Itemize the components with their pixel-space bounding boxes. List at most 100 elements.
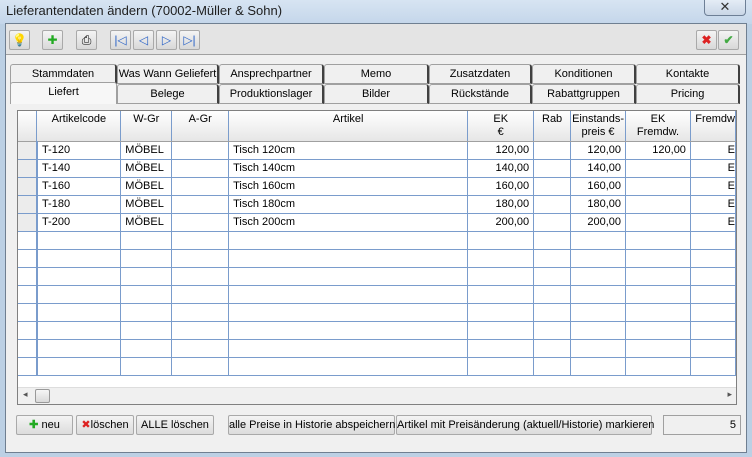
- table-cell[interactable]: [228, 249, 469, 268]
- table-row[interactable]: [18, 285, 736, 304]
- table-row[interactable]: [18, 357, 736, 376]
- confirm-icon[interactable]: ✔: [718, 30, 739, 50]
- table-cell[interactable]: [36, 339, 122, 358]
- table-cell[interactable]: T-180: [36, 195, 122, 214]
- table-cell[interactable]: [690, 285, 736, 304]
- table-cell[interactable]: 120,00: [570, 141, 627, 160]
- table-row[interactable]: T-180 MÖBEL Tisch 180cm 180,00 180,00 E: [18, 195, 736, 214]
- column-header[interactable]: W-Gr: [120, 111, 173, 142]
- table-cell[interactable]: [625, 321, 691, 340]
- table-cell[interactable]: [625, 303, 691, 322]
- table-row[interactable]: T-200 MÖBEL Tisch 200cm 200,00 200,00 E: [18, 213, 736, 232]
- table-cell[interactable]: Tisch 140cm: [228, 159, 469, 178]
- table-cell[interactable]: [171, 357, 230, 376]
- row-selector[interactable]: [18, 231, 38, 250]
- new-document-icon[interactable]: ✚: [42, 30, 63, 50]
- table-cell[interactable]: T-140: [36, 159, 122, 178]
- table-row[interactable]: [18, 303, 736, 322]
- table-cell[interactable]: [228, 321, 469, 340]
- table-cell[interactable]: [228, 285, 469, 304]
- table-cell[interactable]: Tisch 180cm: [228, 195, 469, 214]
- cancel-icon[interactable]: ✖: [696, 30, 717, 50]
- table-cell[interactable]: [690, 231, 736, 250]
- table-cell[interactable]: MÖBEL: [120, 159, 173, 178]
- scroll-right-icon[interactable]: ▸: [727, 389, 732, 399]
- table-cell[interactable]: [120, 321, 173, 340]
- table-cell[interactable]: [625, 267, 691, 286]
- table-cell[interactable]: [120, 249, 173, 268]
- table-cell[interactable]: [533, 249, 572, 268]
- delete-all-button[interactable]: ALLE löschen: [136, 415, 214, 435]
- table-cell[interactable]: [533, 357, 572, 376]
- table-cell[interactable]: 200,00: [570, 213, 627, 232]
- lightbulb-icon[interactable]: 💡: [9, 30, 30, 50]
- row-selector[interactable]: [18, 267, 38, 286]
- first-record-icon[interactable]: |◁: [110, 30, 131, 50]
- tab-konditionen[interactable]: Konditionen: [532, 64, 636, 84]
- table-cell[interactable]: [228, 357, 469, 376]
- table-cell[interactable]: [690, 357, 736, 376]
- row-selector[interactable]: [18, 177, 38, 196]
- table-cell[interactable]: [570, 267, 627, 286]
- column-header[interactable]: EK Fremdw.: [625, 111, 691, 142]
- table-cell[interactable]: [625, 231, 691, 250]
- table-cell[interactable]: [171, 177, 230, 196]
- table-cell[interactable]: [467, 285, 535, 304]
- table-cell[interactable]: 160,00: [570, 177, 627, 196]
- table-cell[interactable]: [36, 357, 122, 376]
- table-cell[interactable]: 120,00: [467, 141, 535, 160]
- table-cell[interactable]: [36, 321, 122, 340]
- previous-record-icon[interactable]: ◁: [133, 30, 154, 50]
- table-cell[interactable]: [228, 267, 469, 286]
- column-header[interactable]: Fremdw: [690, 111, 736, 142]
- save-prices-history-button[interactable]: alle Preise in Historie abspeichern: [228, 415, 395, 435]
- table-cell[interactable]: [171, 231, 230, 250]
- table-cell[interactable]: [625, 159, 691, 178]
- table-cell[interactable]: MÖBEL: [120, 213, 173, 232]
- table-cell[interactable]: [467, 339, 535, 358]
- table-cell[interactable]: [171, 321, 230, 340]
- table-cell[interactable]: [467, 321, 535, 340]
- column-header[interactable]: A-Gr: [171, 111, 230, 142]
- table-cell[interactable]: [625, 339, 691, 358]
- table-row[interactable]: [18, 249, 736, 268]
- tab-rueckstaende[interactable]: Rückstände: [429, 84, 532, 104]
- table-cell[interactable]: [625, 249, 691, 268]
- table-cell[interactable]: [171, 213, 230, 232]
- table-cell[interactable]: [171, 195, 230, 214]
- row-selector[interactable]: [18, 357, 38, 376]
- row-selector[interactable]: [18, 141, 38, 160]
- table-cell[interactable]: [120, 285, 173, 304]
- table-cell[interactable]: [228, 303, 469, 322]
- row-selector[interactable]: [18, 339, 38, 358]
- table-cell[interactable]: [171, 303, 230, 322]
- mark-price-changes-button[interactable]: Artikel mit Preisänderung (aktuell/Histo…: [396, 415, 654, 435]
- table-cell[interactable]: [120, 339, 173, 358]
- table-cell[interactable]: [533, 321, 572, 340]
- column-header[interactable]: Artikelcode: [36, 111, 122, 142]
- horizontal-scrollbar[interactable]: ◂ ▸: [18, 387, 736, 404]
- table-cell[interactable]: [625, 195, 691, 214]
- table-cell[interactable]: [36, 267, 122, 286]
- table-cell[interactable]: [171, 285, 230, 304]
- table-row[interactable]: T-160 MÖBEL Tisch 160cm 160,00 160,00 E: [18, 177, 736, 196]
- table-cell[interactable]: [570, 321, 627, 340]
- column-header[interactable]: Rab: [533, 111, 572, 142]
- table-cell[interactable]: 140,00: [467, 159, 535, 178]
- tab-belege[interactable]: Belege: [117, 84, 219, 104]
- table-cell[interactable]: [171, 141, 230, 160]
- table-cell[interactable]: T-120: [36, 141, 122, 160]
- table-row[interactable]: [18, 231, 736, 250]
- table-cell[interactable]: Tisch 200cm: [228, 213, 469, 232]
- table-cell[interactable]: [570, 249, 627, 268]
- tab-memo[interactable]: Memo: [324, 64, 429, 84]
- scrollbar-thumb[interactable]: [35, 389, 50, 403]
- table-cell[interactable]: E: [690, 177, 736, 196]
- table-cell[interactable]: [171, 249, 230, 268]
- table-cell[interactable]: E: [690, 213, 736, 232]
- table-cell[interactable]: [533, 141, 572, 160]
- table-cell[interactable]: [467, 231, 535, 250]
- table-cell[interactable]: Tisch 120cm: [228, 141, 469, 160]
- new-button[interactable]: ✚ neu: [16, 415, 73, 435]
- table-cell[interactable]: T-160: [36, 177, 122, 196]
